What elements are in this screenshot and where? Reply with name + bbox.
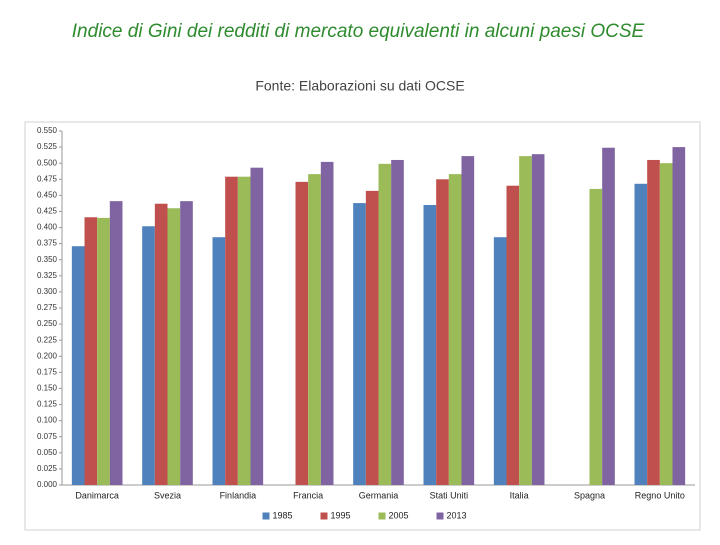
x-tick-label: Danimarca <box>75 490 119 500</box>
y-tick-label: 0.400 <box>37 223 58 232</box>
bar <box>423 205 437 485</box>
chart-title: Indice di Gini dei redditi di mercato eq… <box>72 21 645 42</box>
legend-label: 1985 <box>273 510 293 520</box>
bar <box>647 159 660 486</box>
y-tick-label: 0.100 <box>37 416 58 425</box>
bar <box>237 176 251 485</box>
y-tick-label: 0.050 <box>37 448 58 457</box>
x-tick-label: Finlandia <box>220 490 257 500</box>
bar <box>320 161 334 486</box>
bar <box>71 246 85 485</box>
bar <box>142 226 155 485</box>
x-tick-label: Germania <box>359 490 399 500</box>
bar <box>353 203 366 485</box>
y-tick-label: 0.250 <box>37 319 58 328</box>
legend-swatch <box>320 512 328 520</box>
bar <box>634 183 648 485</box>
bar <box>436 179 449 486</box>
y-tick-label: 0.125 <box>37 400 58 409</box>
x-tick-label: Francia <box>293 490 323 500</box>
y-tick-label: 0.025 <box>37 464 58 473</box>
legend-label: 1995 <box>331 510 351 520</box>
bar <box>519 156 532 486</box>
y-tick-label: 0.550 <box>37 126 58 135</box>
bar <box>365 190 379 485</box>
bar <box>154 203 168 486</box>
bar <box>295 181 309 485</box>
y-tick-label: 0.000 <box>37 480 58 489</box>
bar <box>506 185 520 485</box>
x-tick-label: Italia <box>510 490 529 500</box>
legend-swatch <box>378 512 386 520</box>
y-tick-label: 0.475 <box>37 174 58 183</box>
bar <box>212 237 226 485</box>
bar <box>659 163 673 485</box>
bar <box>308 174 321 485</box>
y-tick-label: 0.175 <box>37 367 58 376</box>
x-tick-label: Spagna <box>574 490 605 500</box>
bar <box>589 188 603 485</box>
chart-subtitle: Fonte: Elaborazioni su dati OCSE <box>255 78 464 94</box>
bar <box>602 147 615 485</box>
bar <box>97 217 110 485</box>
bar <box>167 208 181 485</box>
x-tick-label: Svezia <box>154 490 181 500</box>
bar <box>225 176 238 485</box>
y-tick-label: 0.325 <box>37 271 58 280</box>
y-tick-label: 0.350 <box>37 255 58 264</box>
legend-swatch <box>436 512 444 520</box>
legend-label: 2005 <box>389 510 409 520</box>
bar <box>391 159 404 486</box>
bar <box>493 237 507 485</box>
y-tick-label: 0.500 <box>37 158 58 167</box>
y-tick-label: 0.450 <box>37 190 58 199</box>
y-tick-label: 0.525 <box>37 142 58 151</box>
bar <box>378 163 392 486</box>
bar <box>461 156 475 486</box>
bar <box>531 154 545 486</box>
y-tick-label: 0.225 <box>37 335 58 344</box>
y-tick-label: 0.200 <box>37 351 58 360</box>
y-tick-label: 0.425 <box>37 207 58 216</box>
y-tick-label: 0.300 <box>37 287 58 296</box>
bar <box>672 147 686 485</box>
bar <box>448 174 462 485</box>
bar <box>109 201 123 485</box>
legend-label: 2013 <box>447 510 467 520</box>
bar <box>180 201 193 485</box>
y-tick-label: 0.150 <box>37 384 58 393</box>
bar <box>250 167 264 486</box>
x-tick-label: Regno Unito <box>635 490 685 500</box>
y-tick-label: 0.275 <box>37 303 58 312</box>
y-tick-label: 0.375 <box>37 239 58 248</box>
legend-swatch <box>262 512 270 520</box>
y-tick-label: 0.075 <box>37 432 58 441</box>
bar <box>84 217 98 486</box>
x-tick-label: Stati Uniti <box>430 490 469 500</box>
